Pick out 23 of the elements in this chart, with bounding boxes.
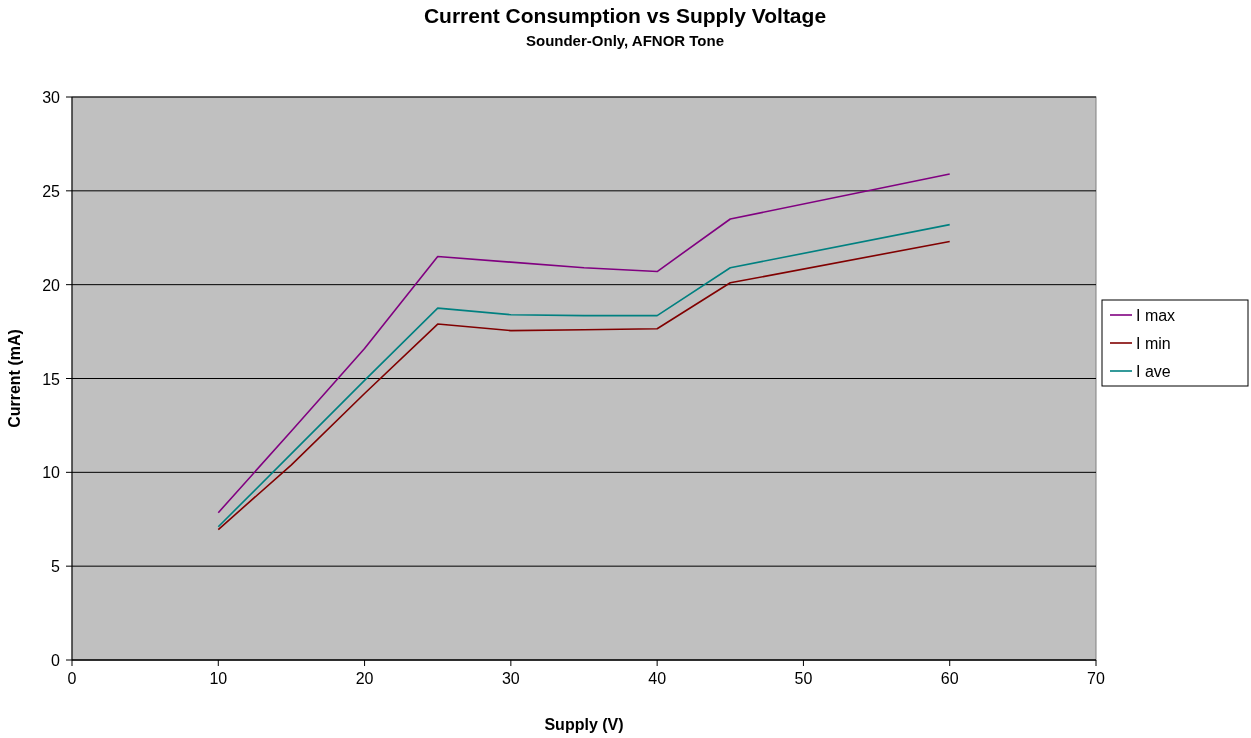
legend-label: I ave xyxy=(1136,363,1171,380)
line-series xyxy=(217,173,951,514)
x-tick-label: 0 xyxy=(67,670,77,687)
x-tick-label: 10 xyxy=(209,670,228,687)
y-tick-label: 0 xyxy=(51,652,61,669)
chart-subtitle: Sounder-Only, AFNOR Tone xyxy=(525,32,725,49)
x-tick-label: 60 xyxy=(940,670,959,687)
y-axis-title: Current (mA) xyxy=(6,329,23,428)
x-tick-label: 50 xyxy=(794,670,813,687)
x-tick-label: 40 xyxy=(648,670,667,687)
y-tick-label: 30 xyxy=(42,89,61,106)
legend-label: I max xyxy=(1136,307,1176,324)
x-tick-label: 70 xyxy=(1087,670,1105,687)
y-tick-label: 15 xyxy=(42,370,61,388)
x-axis-title: Supply (V) xyxy=(544,716,624,733)
x-tick-label: 30 xyxy=(501,670,520,687)
y-tick-label: 20 xyxy=(42,276,61,294)
y-tick-label: 5 xyxy=(51,558,61,576)
chart-title: Current Consumption vs Supply Voltage xyxy=(423,4,827,27)
legend-label: I min xyxy=(1136,335,1171,352)
y-tick-label: 25 xyxy=(42,182,61,200)
x-tick-label: 20 xyxy=(355,670,374,687)
y-tick-label: 10 xyxy=(42,464,61,482)
